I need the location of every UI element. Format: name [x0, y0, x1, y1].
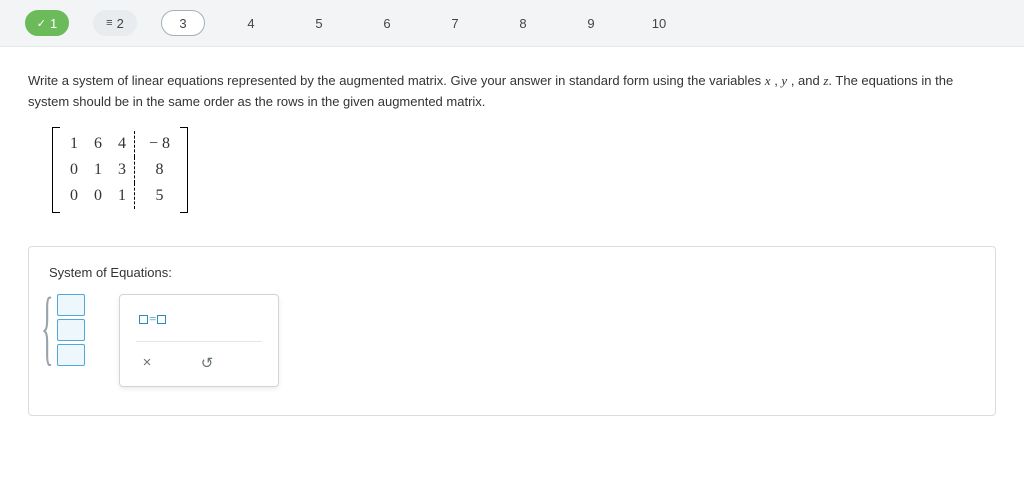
- equation-template-button[interactable]: =: [136, 307, 169, 331]
- matrix-cell: 1: [86, 157, 110, 183]
- equation-input-3[interactable]: [57, 344, 85, 366]
- nav-label: 1: [50, 16, 57, 31]
- question-content: Write a system of linear equations repre…: [0, 47, 1024, 440]
- placeholder-box-icon: [139, 315, 148, 324]
- answer-title: System of Equations:: [49, 265, 975, 280]
- nav-label: 6: [383, 16, 390, 31]
- matrix-row: 0 1 3 8: [62, 157, 178, 183]
- nav-item-10[interactable]: 10: [637, 10, 681, 36]
- matrix-cell: 0: [62, 183, 86, 209]
- math-toolbar: = × ↺: [119, 294, 279, 387]
- nav-label: 3: [179, 16, 186, 31]
- question-prompt: Write a system of linear equations repre…: [28, 71, 996, 113]
- matrix-cell: 4: [110, 131, 135, 157]
- undo-icon: ↺: [201, 354, 214, 372]
- check-icon: ✓: [37, 17, 46, 30]
- nav-item-1[interactable]: ✓ 1: [25, 10, 69, 36]
- nav-item-4[interactable]: 4: [229, 10, 273, 36]
- nav-label: 9: [587, 16, 594, 31]
- prompt-text: Write a system of linear equations repre…: [28, 73, 765, 88]
- equiv-icon: ≡: [106, 17, 112, 29]
- nav-label: 7: [451, 16, 458, 31]
- nav-label: 10: [652, 16, 666, 31]
- undo-button[interactable]: ↺: [196, 352, 218, 374]
- nav-item-3[interactable]: 3: [161, 10, 205, 36]
- nav-item-9[interactable]: 9: [569, 10, 613, 36]
- matrix-cell: 6: [86, 131, 110, 157]
- answer-panel: System of Equations: = × ↺: [28, 246, 996, 416]
- nav-label: 5: [315, 16, 322, 31]
- matrix-cell: 0: [62, 157, 86, 183]
- equation-input-2[interactable]: [57, 319, 85, 341]
- matrix-aug-cell: − 8: [135, 131, 179, 157]
- placeholder-box-icon: [157, 315, 166, 324]
- matrix-row: 1 6 4 − 8: [62, 131, 178, 157]
- nav-label: 4: [247, 16, 254, 31]
- augmented-matrix: 1 6 4 − 8 0 1 3 8 0 0 1 5: [52, 127, 188, 213]
- nav-item-5[interactable]: 5: [297, 10, 341, 36]
- nav-item-7[interactable]: 7: [433, 10, 477, 36]
- matrix-cell: 1: [110, 183, 135, 209]
- nav-label: 8: [519, 16, 526, 31]
- equation-slots: [49, 294, 93, 366]
- matrix-cell: 0: [86, 183, 110, 209]
- matrix-aug-cell: 8: [135, 157, 179, 183]
- nav-item-2[interactable]: ≡ 2: [93, 10, 137, 36]
- matrix-cell: 1: [62, 131, 86, 157]
- matrix-aug-cell: 5: [135, 183, 179, 209]
- clear-button[interactable]: ×: [136, 352, 158, 374]
- nav-item-8[interactable]: 8: [501, 10, 545, 36]
- question-nav: ✓ 1 ≡ 2 3 4 5 6 7 8 9 10: [0, 0, 1024, 47]
- matrix-row: 0 0 1 5: [62, 183, 178, 209]
- nav-label: 2: [117, 16, 124, 31]
- close-icon: ×: [143, 354, 152, 371]
- equation-input-1[interactable]: [57, 294, 85, 316]
- nav-item-6[interactable]: 6: [365, 10, 409, 36]
- matrix-cell: 3: [110, 157, 135, 183]
